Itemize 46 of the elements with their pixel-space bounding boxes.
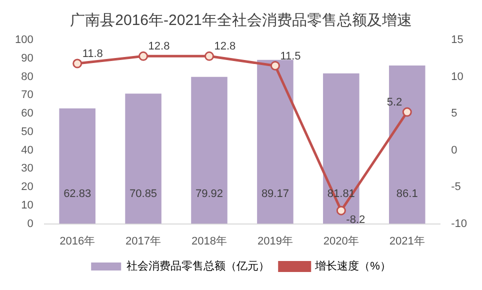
legend-label: 社会消费品零售总额（亿元）: [126, 260, 270, 273]
point: [72, 58, 82, 68]
y-tick-label: 30: [21, 162, 34, 175]
y-tick-label: 100: [14, 34, 34, 46]
point: [270, 60, 280, 70]
bar: [388, 66, 426, 224]
y-tick-label: 40: [21, 144, 34, 156]
x-tick-label: 2019年: [257, 235, 293, 248]
legend-label: 增长速度（%）: [314, 260, 391, 273]
data-label: 11.8: [82, 48, 103, 60]
point: [138, 51, 148, 61]
y2-tick-label: -5: [451, 181, 461, 194]
bar: [59, 108, 96, 224]
bar: [257, 60, 294, 224]
y2-tick-label: 10: [451, 70, 464, 83]
x-tick-label: 2017年: [126, 235, 162, 248]
y-tick-label: 0: [27, 218, 34, 230]
data-label: 62.83: [64, 188, 92, 200]
data-label: 12.8: [214, 40, 236, 53]
y2-tick-label: 0: [451, 144, 458, 156]
data-label: 11.5: [280, 50, 301, 62]
point: [402, 107, 412, 117]
point: [336, 206, 346, 216]
x-tick-label: 2018年: [192, 235, 227, 248]
data-label: 79.92: [195, 188, 224, 200]
x-tick-label: 2021年: [389, 235, 425, 248]
y-tick-label: 80: [21, 70, 34, 83]
y-tick-label: 90: [21, 52, 34, 64]
y-tick-label: 10: [21, 199, 34, 212]
data-label: 86.1: [396, 188, 418, 200]
data-label: 70.85: [130, 188, 158, 200]
y2-tick-label: -10: [451, 218, 468, 230]
y2-tick-label: 15: [451, 34, 464, 46]
y-tick-label: 70: [21, 89, 34, 102]
x-tick-label: 2016年: [60, 235, 96, 248]
y-tick-label: 50: [21, 126, 34, 138]
data-label: 12.8: [148, 40, 170, 53]
point: [204, 51, 214, 61]
y-tick-label: 60: [21, 108, 34, 120]
chart-title: 广南县2016年-2021年全社会消费品零售总额及增速: [70, 12, 412, 30]
bar: [125, 94, 162, 224]
data-label: 89.17: [261, 188, 289, 200]
y2-tick-label: 5: [451, 108, 458, 120]
y-tick-label: 20: [21, 181, 34, 194]
x-tick-label: 2020年: [323, 235, 359, 248]
bar: [191, 76, 228, 224]
